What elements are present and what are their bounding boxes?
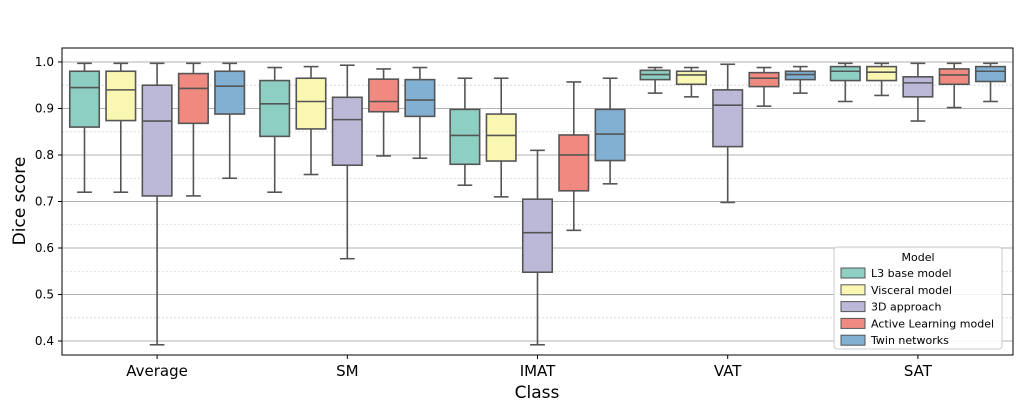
y-tick-label: 0.8 bbox=[35, 148, 54, 162]
iqr-box bbox=[295, 77, 327, 130]
y-tick-label: 0.4 bbox=[35, 334, 54, 348]
iqr-box bbox=[141, 84, 173, 197]
box-imat-4 bbox=[594, 77, 626, 185]
legend-frame bbox=[833, 246, 1003, 350]
legend-swatch bbox=[840, 334, 866, 346]
iqr-box bbox=[974, 65, 1007, 83]
iqr-box bbox=[594, 108, 626, 162]
iqr-box bbox=[259, 79, 291, 138]
iqr-box bbox=[404, 78, 436, 118]
x-tick-label: Average bbox=[126, 362, 188, 380]
box-sat-1 bbox=[866, 62, 898, 97]
x-tick-label: SM bbox=[336, 362, 358, 380]
box-average-3 bbox=[177, 62, 209, 197]
box-imat-1 bbox=[485, 77, 517, 198]
box-average-4 bbox=[214, 62, 246, 180]
box-imat-0 bbox=[449, 77, 481, 187]
iqr-box bbox=[712, 89, 744, 148]
box-sat-0 bbox=[829, 62, 861, 103]
legend-swatch bbox=[840, 301, 866, 313]
iqr-box bbox=[829, 65, 861, 82]
legend-swatch bbox=[840, 284, 866, 296]
iqr-box bbox=[748, 71, 780, 88]
y-tick-label: 0.6 bbox=[35, 241, 54, 255]
box-sat-2 bbox=[902, 62, 934, 122]
y-tick-label: 0.5 bbox=[35, 288, 54, 302]
box-sm-1 bbox=[295, 65, 327, 176]
x-axis-title: Class bbox=[515, 383, 560, 403]
box-sm-4 bbox=[404, 66, 436, 160]
iqr-box bbox=[331, 96, 363, 167]
x-tick-label: VAT bbox=[714, 362, 742, 380]
box-plots bbox=[68, 62, 1007, 346]
iqr-box bbox=[68, 70, 101, 128]
legend: Model L3 base model Visceral model 3D appr… bbox=[833, 246, 1003, 350]
iqr-box bbox=[784, 70, 816, 81]
iqr-box bbox=[902, 76, 934, 98]
box-vat-1 bbox=[675, 66, 707, 98]
y-tick-label: 0.7 bbox=[35, 195, 54, 209]
box-sat-3 bbox=[938, 62, 970, 109]
box-average-1 bbox=[105, 62, 137, 193]
legend-label: Visceral model bbox=[871, 284, 952, 297]
box-vat-4 bbox=[784, 65, 816, 94]
iqr-box bbox=[675, 70, 707, 86]
legend-label: Twin networks bbox=[870, 334, 949, 347]
x-axis: Average SM IMAT VAT SAT bbox=[126, 355, 933, 380]
legend-swatch bbox=[840, 317, 866, 329]
iqr-box bbox=[449, 108, 481, 166]
box-sat-4 bbox=[974, 62, 1007, 103]
x-tick-label: IMAT bbox=[520, 362, 556, 380]
iqr-box bbox=[866, 65, 898, 82]
legend-label: L3 base model bbox=[871, 267, 952, 280]
box-imat-3 bbox=[558, 81, 590, 232]
iqr-box bbox=[558, 134, 590, 192]
legend-label: Active Learning model bbox=[871, 317, 994, 330]
box-imat-2 bbox=[521, 149, 554, 346]
iqr-box bbox=[214, 70, 246, 115]
legend-swatch bbox=[840, 267, 866, 279]
iqr-box bbox=[521, 198, 554, 274]
box-sm-0 bbox=[259, 66, 291, 193]
box-average-0 bbox=[68, 62, 101, 193]
box-average-2 bbox=[141, 62, 173, 346]
y-axis-title: Dice score bbox=[10, 157, 30, 246]
box-vat-0 bbox=[639, 66, 671, 94]
iqr-box bbox=[485, 113, 517, 162]
box-vat-2 bbox=[712, 63, 744, 204]
iqr-box bbox=[368, 78, 400, 113]
x-tick-label: SAT bbox=[904, 362, 933, 380]
y-tick-label: 0.9 bbox=[35, 101, 54, 115]
legend-items: L3 base model Visceral model 3D approach Ac… bbox=[840, 267, 994, 347]
box-sm-3 bbox=[368, 68, 400, 157]
legend-label: 3D approach bbox=[871, 301, 941, 314]
iqr-box bbox=[177, 72, 209, 125]
iqr-box bbox=[105, 70, 137, 122]
box-sm-2 bbox=[331, 64, 363, 260]
y-tick-label: 1.0 bbox=[35, 55, 54, 69]
iqr-box bbox=[938, 68, 970, 86]
legend-title: Model bbox=[901, 251, 934, 264]
box-vat-3 bbox=[748, 66, 780, 107]
y-axis: 0.4 0.5 0.6 0.7 0.8 0.9 1.0 bbox=[35, 55, 62, 348]
